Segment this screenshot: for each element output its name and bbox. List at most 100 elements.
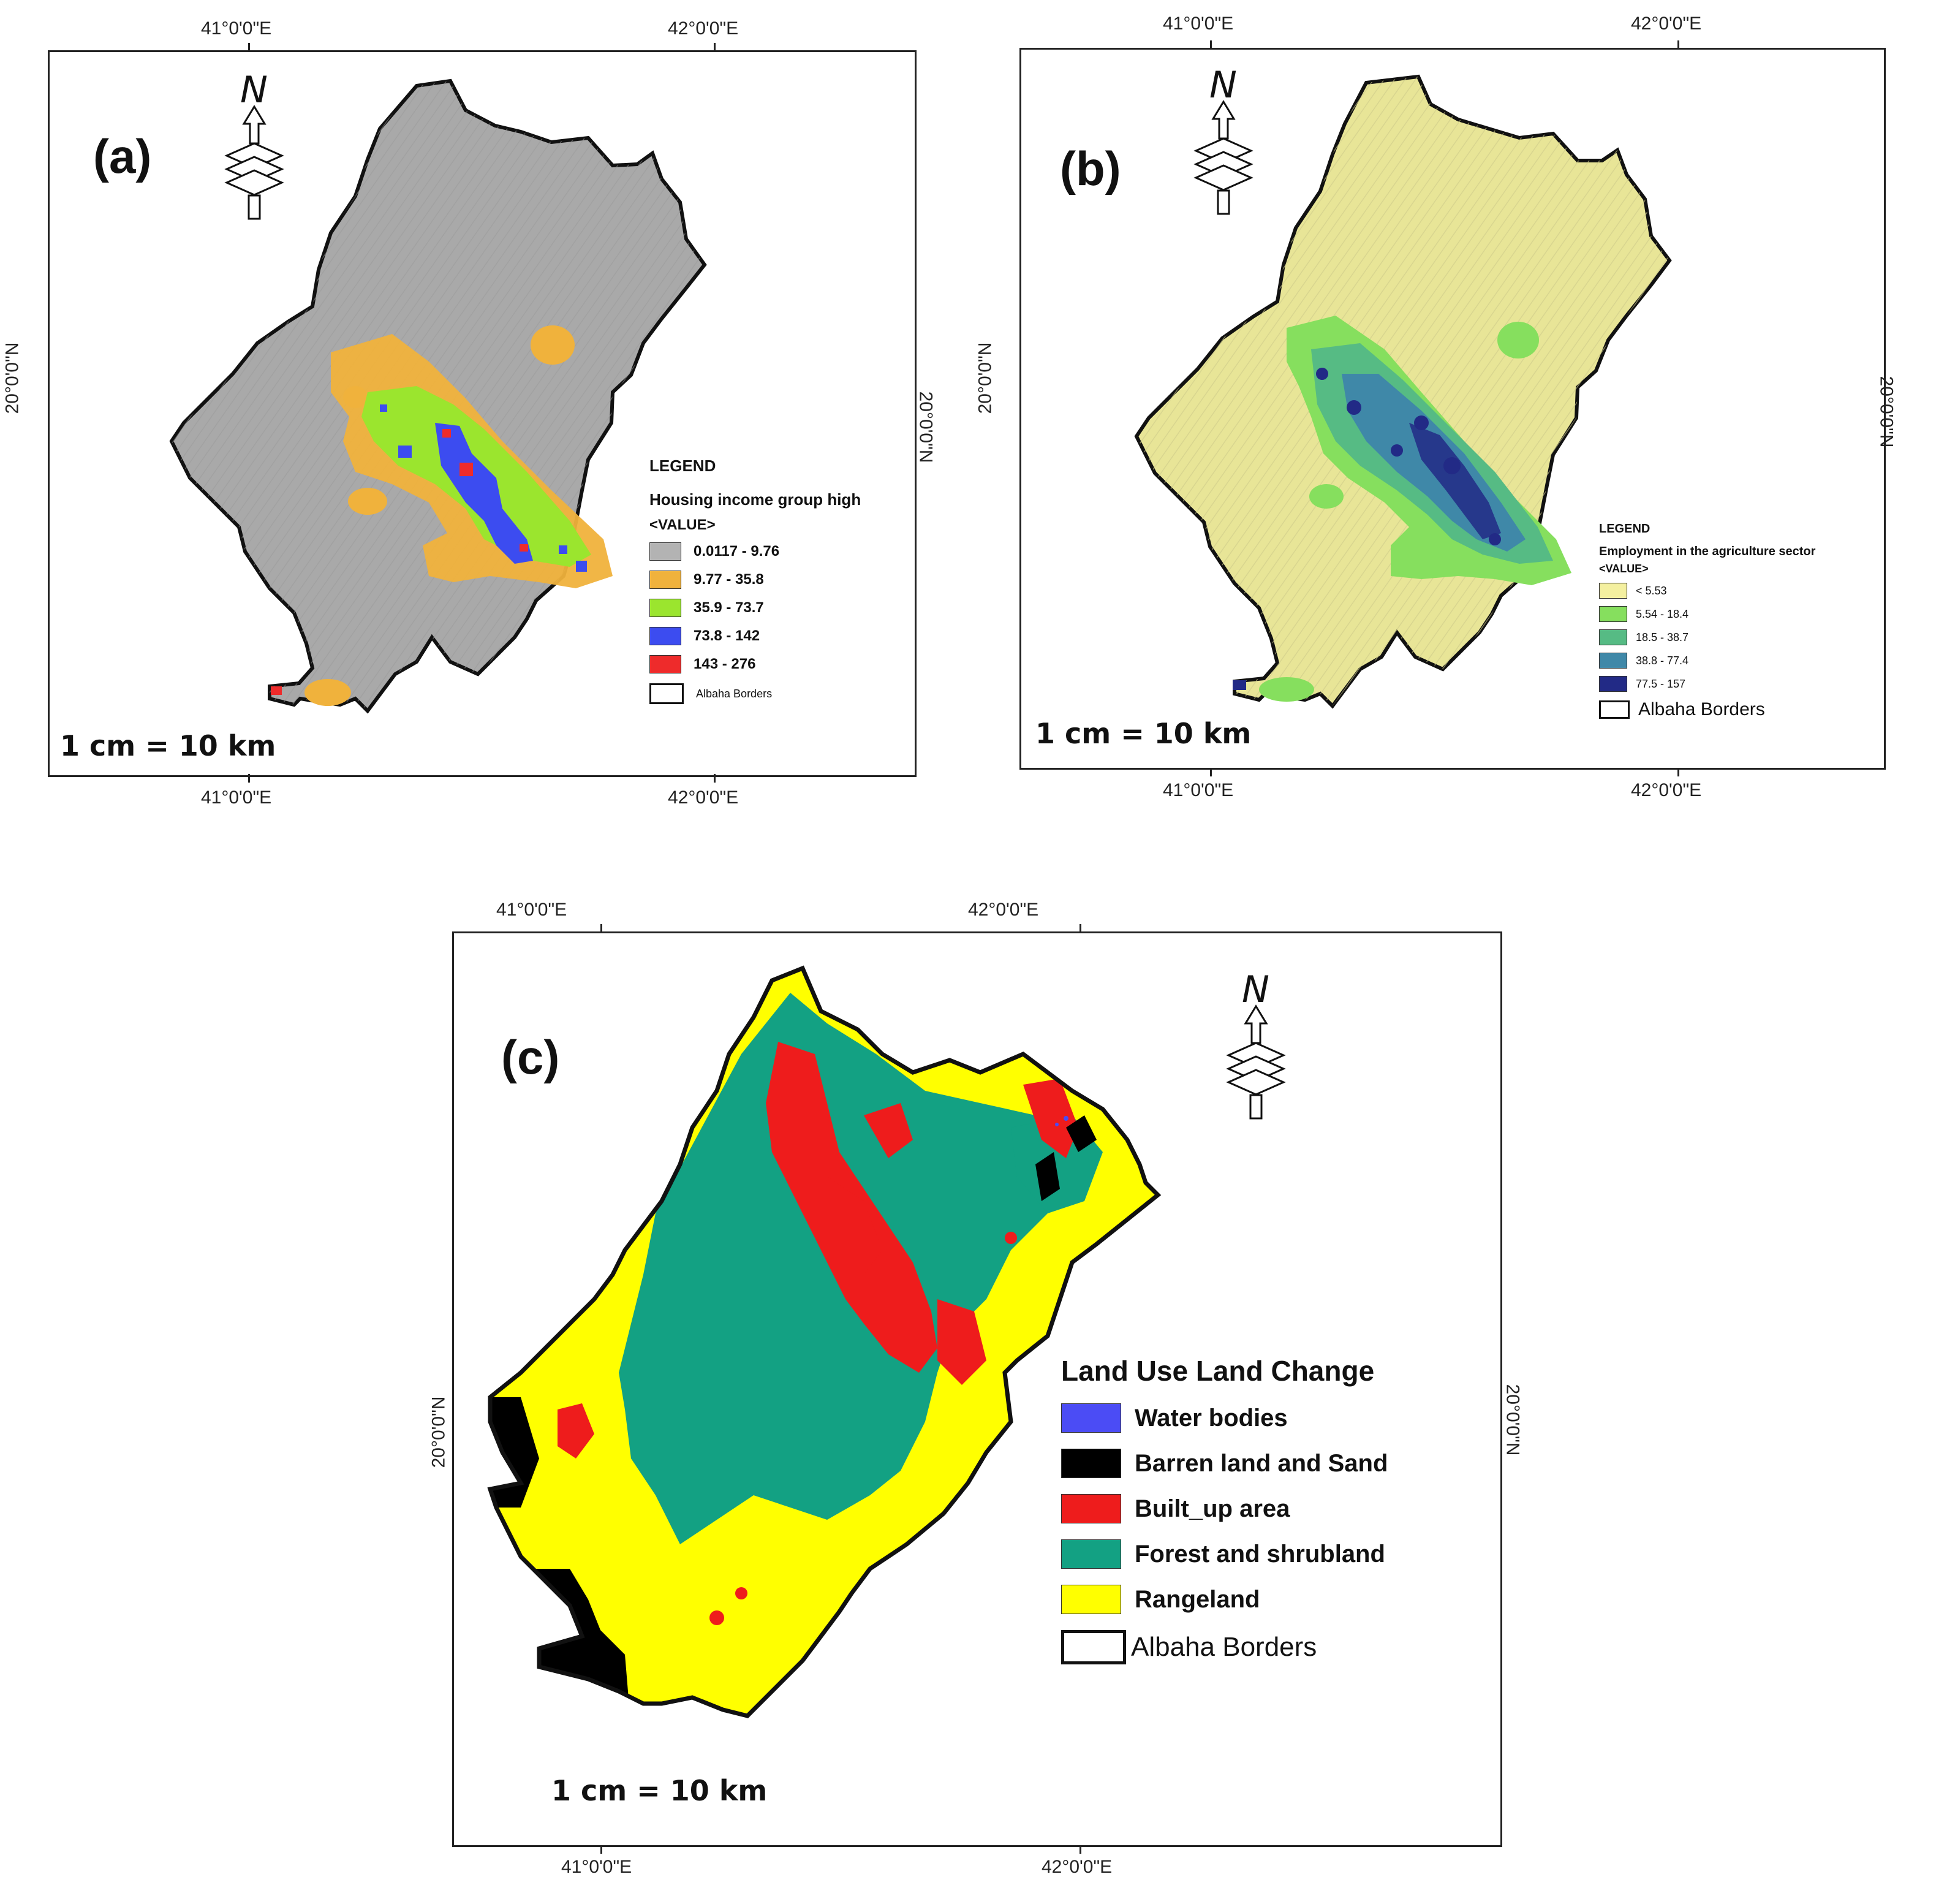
legend-row: 9.77 - 35.8: [649, 571, 919, 589]
legend-label: 77.5 - 157: [1636, 677, 1686, 690]
tick: [1677, 40, 1679, 49]
legend-swatch: [649, 542, 681, 561]
legend-label: Albaha Borders: [1131, 1632, 1317, 1662]
landuse-builtup: [735, 1587, 747, 1599]
landuse-barren: [1035, 1152, 1060, 1201]
legend-label: Albaha Borders: [696, 687, 773, 700]
tick: [600, 924, 602, 933]
bottom-lon-41-label: 41°0'0"E: [1163, 780, 1234, 800]
legend-label: 18.5 - 38.7: [1636, 631, 1689, 643]
legend-row: 77.5 - 157: [1599, 676, 1881, 692]
top-lon-41-label: 41°0'0"E: [201, 18, 272, 39]
legend-label: 0.0117 - 9.76: [694, 543, 780, 559]
employment-zone-navy: [1489, 533, 1501, 545]
top-lon-42-label: 42°0'0"E: [968, 900, 1039, 920]
top-lon-41-label: 41°0'0"E: [1163, 13, 1234, 34]
legend-c: Land Use Land Change Water bodies Barren …: [1061, 1354, 1453, 1664]
landuse-builtup: [1005, 1232, 1017, 1244]
legend-row: 18.5 - 38.7: [1599, 629, 1881, 645]
legend-label: Forest and shrubland: [1135, 1540, 1385, 1568]
legend-title: Housing income group high: [649, 490, 861, 509]
employment-zone-navy: [1347, 400, 1361, 415]
legend-label: Water bodies: [1135, 1404, 1288, 1432]
legend-swatch-border: [649, 683, 684, 704]
region-map-c: [487, 965, 1162, 1718]
landuse-barren: [1066, 1115, 1097, 1152]
tick: [714, 774, 716, 783]
employment-zone-navy: [1316, 368, 1328, 380]
landuse-water: [1055, 1123, 1059, 1126]
employment-zone-navy: [1414, 415, 1429, 430]
bottom-lon-41-label: 41°0'0"E: [201, 787, 272, 808]
tick: [1080, 924, 1081, 933]
legend-title: Employment in the agriculture sector: [1599, 545, 1816, 558]
legend-swatch: [649, 627, 681, 645]
legend-swatch: [1061, 1494, 1121, 1523]
tick: [248, 774, 250, 783]
legend-value-label: <VALUE>: [649, 517, 716, 533]
income-zone-orange: [304, 679, 351, 706]
region-map-a: [169, 78, 707, 714]
north-letter: N: [240, 69, 268, 112]
legend-row: 5.54 - 18.4: [1599, 606, 1881, 622]
north-arrow-icon: [224, 105, 284, 220]
legend-swatch: [649, 655, 681, 673]
map-panel-c: 41°0'0"E 42°0'0"E 41°0'0"E 42°0'0"E 20°0…: [398, 870, 1562, 1900]
legend-swatch: [1599, 629, 1627, 645]
map-panel-a: 41°0'0"E 42°0'0"E 41°0'0"E 42°0'0"E 20°0…: [0, 0, 956, 821]
legend-swatch: [1599, 583, 1627, 599]
bottom-lon-41-label: 41°0'0"E: [561, 1857, 632, 1877]
employment-zone-light-green: [1309, 484, 1344, 509]
legend-label: 9.77 - 35.8: [694, 571, 764, 588]
income-zone-red: [459, 463, 473, 476]
legend-swatch: [649, 599, 681, 617]
legend-label: Barren land and Sand: [1135, 1449, 1388, 1477]
scale-text-b: 1 cm = 10 km: [1035, 717, 1252, 750]
landuse-water: [1064, 1116, 1068, 1121]
top-lon-42-label: 42°0'0"E: [1631, 13, 1702, 34]
legend-swatch: [1599, 606, 1627, 622]
legend-label: 73.8 - 142: [694, 628, 760, 644]
landuse-builtup: [558, 1403, 594, 1458]
legend-swatch: [649, 571, 681, 589]
north-arrow-icon: [1226, 1004, 1286, 1120]
legend-swatch-border: [1061, 1630, 1126, 1664]
legend-row: Water bodies: [1061, 1403, 1453, 1433]
albaha-border-c: [487, 965, 1162, 1718]
landuse-builtup: [937, 1299, 986, 1385]
legend-swatch-border: [1599, 700, 1630, 719]
income-zone-blue: [435, 423, 533, 564]
tick: [248, 43, 250, 51]
income-zone-blue: [398, 446, 412, 458]
scale-text-a: 1 cm = 10 km: [60, 729, 276, 762]
tick: [1210, 768, 1212, 776]
employment-zone-light-green: [1259, 677, 1314, 702]
legend-row: 38.8 - 77.4: [1599, 653, 1881, 669]
income-zone-red: [271, 686, 282, 695]
legend-label: 143 - 276: [694, 656, 756, 672]
legend-label: Rangeland: [1135, 1585, 1260, 1613]
income-zone-blue: [380, 404, 387, 412]
employment-zone-navy: [1443, 457, 1461, 474]
bottom-lon-42-label: 42°0'0"E: [1042, 1857, 1113, 1877]
legend-row: < 5.53: [1599, 583, 1881, 599]
legend-label: Albaha Borders: [1638, 699, 1765, 719]
legend-swatch: [1061, 1585, 1121, 1614]
legend-heading: LEGEND: [1599, 522, 1651, 536]
landuse-builtup: [1023, 1079, 1078, 1158]
tick: [714, 43, 716, 51]
legend-row: Barren land and Sand: [1061, 1449, 1453, 1478]
tick: [1080, 1845, 1081, 1854]
legend-row: 35.9 - 73.7: [649, 599, 919, 617]
income-zone-orange: [343, 386, 368, 408]
bottom-lon-42-label: 42°0'0"E: [1631, 780, 1702, 800]
legend-value-label: <VALUE>: [1599, 563, 1649, 575]
landuse-builtup: [864, 1103, 913, 1158]
legend-label: Built_up area: [1135, 1495, 1290, 1522]
legend-row: 143 - 276: [649, 655, 919, 673]
landuse-builtup: [709, 1610, 724, 1625]
landuse-builtup: [827, 1177, 882, 1275]
north-arrow-c: N: [1222, 968, 1290, 1128]
scale-text-c: 1 cm = 10 km: [551, 1774, 768, 1807]
top-lon-41-label: 41°0'0"E: [496, 900, 567, 920]
